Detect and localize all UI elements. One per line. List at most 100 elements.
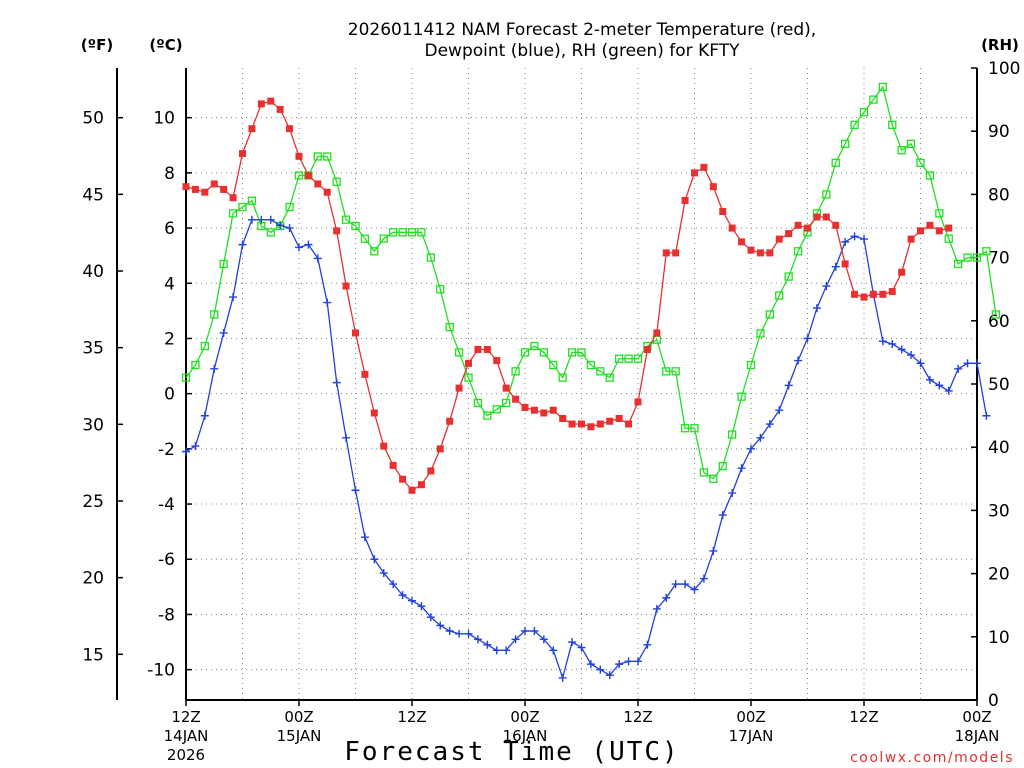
temperature-series-point [917,227,924,235]
rh-series-point [247,196,257,205]
rh-series-point [935,209,944,218]
dewpoint-series-point [313,254,322,263]
x-tick-time-label: 12Z [849,708,878,726]
dewpoint-series-point [652,604,661,613]
x-tick-date-label: 15JAN [277,727,322,745]
fahrenheit-tick-label: 20 [82,569,104,589]
dewpoint-series-point [191,442,200,451]
dewpoint-series-point [747,444,755,453]
rh-series-point [756,329,765,338]
dewpoint-series-point [728,489,737,498]
dewpoint-series-point [323,298,332,307]
x-tick-time-label: 12Z [397,708,426,726]
grid-lines [186,68,977,700]
rh-series-point [615,354,624,363]
temperature-series-point [239,150,246,158]
dewpoint-series-point [483,640,492,649]
dewpoint-series-point [681,580,690,589]
rh-series-point [793,247,803,256]
temperature-series-point [794,221,802,229]
dewpoint-series-point [219,328,228,337]
dewpoint-series-point [539,635,548,644]
rh-series-point [765,310,774,319]
rh-series-point [407,228,417,237]
temperature-series-point [182,183,190,191]
dewpoint-series-point [285,224,294,233]
chart-title-line1: 2026011412 NAM Forecast 2-meter Temperat… [348,20,816,40]
rh-unit-label: (RH) [981,36,1019,54]
fahrenheit-tick-label: 15 [82,645,104,665]
rh-series-point [709,474,718,483]
temperature-series-point [474,346,482,354]
temperature-series-point [276,105,284,113]
dewpoint-series-point [436,621,445,630]
celsius-unit-label: (ºC) [149,36,182,54]
dewpoint-series-point [850,232,859,241]
temperature-series-point [700,163,708,171]
dewpoint-series-point [521,627,529,636]
rh-series-point [210,310,219,319]
rh-series-point [586,360,596,370]
temperature-series-point [380,442,388,450]
chart-title-line2: Dewpoint (blue), RH (green) for KFTY [425,41,741,61]
rh-tick-label: 40 [988,438,1010,458]
dewpoint-series-point [257,215,266,224]
dewpoint-series-point [370,555,379,564]
temperature-series-point [502,384,510,392]
dewpoint-series-point [455,629,464,638]
dewpoint-series-point [605,671,614,680]
temperature-series-point [606,417,614,425]
temperature-series-point [286,125,294,133]
fahrenheit-tick-label: 50 [82,109,104,129]
rh-series-point [822,190,831,199]
temperature-series-point [549,406,557,414]
rh-series-point [332,177,341,186]
rh-series-point [925,171,935,180]
rh-tick-label: 0 [988,691,999,711]
dewpoint-series-point [577,643,586,652]
dewpoint-series-point [276,221,285,230]
rh-series-point [718,462,727,471]
dewpoint-series-point [398,591,407,600]
temperature-series-point [832,221,840,229]
temperature-series-point [220,185,228,193]
temperature-series-point [210,180,218,188]
x-tick-time-label: 00Z [962,708,991,726]
dewpoint-series-point [332,378,341,387]
dewpoint-series-point [229,293,238,302]
rh-series-point [473,398,483,408]
dewpoint-series-point [878,337,887,346]
x-tick-year-label: 2026 [167,746,205,764]
rh-series-point [737,392,746,401]
dewpoint-series-point [568,638,577,647]
rh-series-point [464,373,473,382]
dewpoint-series-point [812,304,821,313]
dewpoint-series-point [662,593,671,602]
temperature-series-point [521,403,529,411]
x-axis-title: Forecast Time (UTC) [344,737,679,767]
temperature-series-point [615,414,623,422]
dewpoint-series-point [888,339,897,348]
dewpoint-series-point [944,386,953,395]
rh-series-point [841,139,850,148]
temperature-series-point [709,183,717,191]
rh-series-point [605,373,614,382]
dewpoint-series-point [737,464,746,473]
rh-series-point [963,253,972,262]
rh-tick-label: 90 [988,122,1010,142]
dewpoint-series-point [803,334,812,343]
temperature-series-point [926,221,934,229]
rh-series-point [680,424,690,433]
rh-series-point [341,215,351,224]
dewpoint-series-point [973,359,981,368]
dewpoint-series-point [907,351,916,360]
fahrenheit-tick-label: 30 [82,415,104,435]
rh-series-point [228,209,238,218]
rh-series-point [417,228,426,237]
temperature-series-point [681,196,689,204]
dewpoint-series-point [445,627,454,636]
dewpoint-series-point [935,381,944,390]
dewpoint-series-point [210,364,219,373]
rh-series-point [379,234,388,243]
